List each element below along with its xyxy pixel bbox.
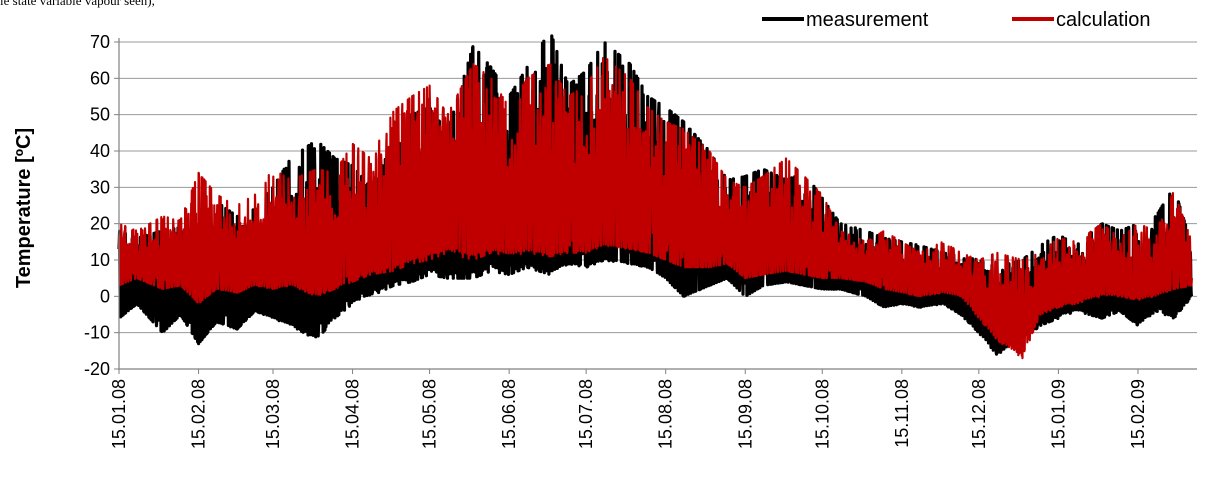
y-tick-label: 30 <box>90 177 110 197</box>
x-tick-label: 15.11.08 <box>892 379 912 448</box>
y-tick-label: 0 <box>100 286 110 306</box>
x-tick-label: 15.02.09 <box>1128 379 1148 449</box>
x-tick-label: 15.01.08 <box>109 379 129 449</box>
y-tick-label: 40 <box>90 141 110 161</box>
y-tick-label: 10 <box>90 250 110 270</box>
y-tick-label: 50 <box>90 105 110 125</box>
legend-label-measurement: measurement <box>806 9 929 31</box>
x-tick-label: 15.01.09 <box>1048 379 1068 449</box>
series-line-calculation <box>117 57 1193 360</box>
x-tick-label: 15.05.08 <box>420 379 440 449</box>
x-tick-label: 15.02.08 <box>189 379 209 449</box>
x-tick-label: 15.04.08 <box>343 379 363 449</box>
x-tick-label: 15.07.08 <box>576 379 596 449</box>
series-layer <box>117 34 1194 360</box>
axes: -20 -10 0 10 20 30 40 50 60 70 15.01.08 15.02.08 15.… <box>84 32 1197 449</box>
y-tick-label: 60 <box>90 68 110 88</box>
caption-fragment: le state variable vapour seen), <box>0 0 155 8</box>
x-tick-label: 15.08.08 <box>656 379 676 449</box>
x-tick-label: 15.06.08 <box>499 379 519 449</box>
legend: measurement calculation <box>762 9 1151 31</box>
x-tick-label: 15.12.08 <box>969 379 989 449</box>
y-tick-label: -10 <box>84 323 110 343</box>
y-tick-label: -20 <box>84 359 110 379</box>
x-tick-label: 15.09.08 <box>735 379 755 449</box>
x-tick-label: 15.10.08 <box>812 379 832 449</box>
y-tick-label: 20 <box>90 214 110 234</box>
legend-label-calculation: calculation <box>1056 9 1151 31</box>
y-axis-label: Temperature [ºC] <box>13 128 35 288</box>
y-tick-label: 70 <box>90 32 110 52</box>
x-tick-label: 15.03.08 <box>263 379 283 449</box>
